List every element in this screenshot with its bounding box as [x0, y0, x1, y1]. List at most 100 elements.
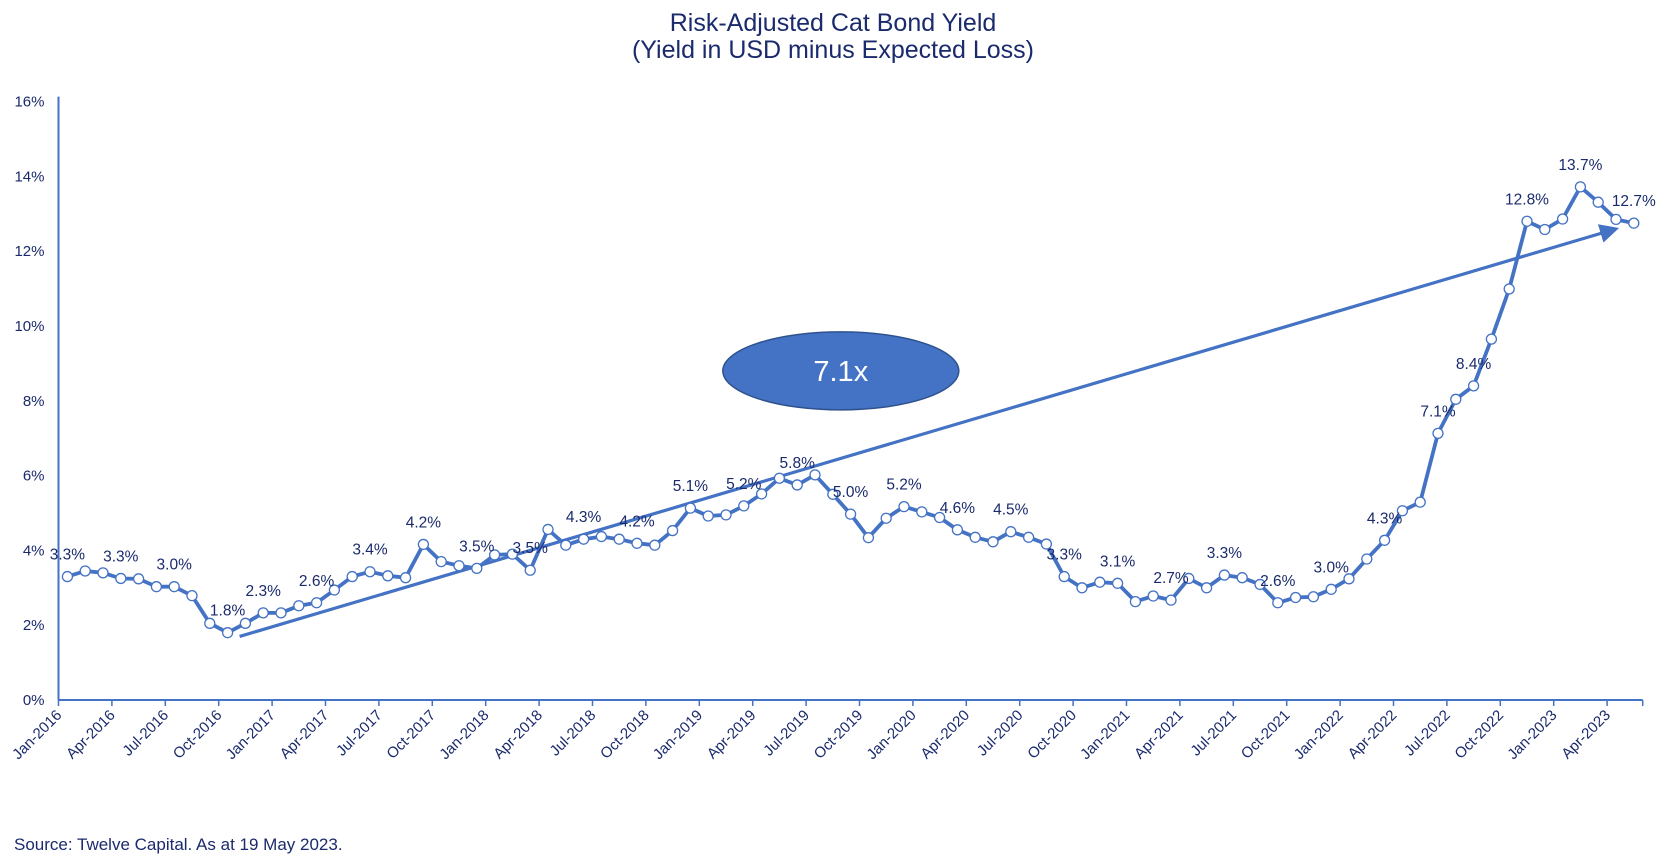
data-point	[827, 488, 839, 500]
data-point	[898, 500, 910, 513]
data-point	[542, 523, 554, 536]
data-label: 7.1%	[1420, 403, 1456, 420]
data-point	[969, 531, 981, 543]
data-point	[880, 512, 892, 524]
data-point	[471, 562, 483, 575]
data-label: 4.2%	[619, 513, 655, 530]
data-point	[168, 581, 180, 593]
x-tick-label: Oct-2022	[1451, 707, 1507, 763]
y-tick-label: 0%	[23, 692, 45, 709]
data-label: 2.7%	[1153, 570, 1189, 587]
y-tick-label: 4%	[23, 542, 45, 559]
x-tick-label: Jan-2018	[436, 707, 492, 763]
source-note: Source: Twelve Capital. As at 19 May 202…	[14, 835, 343, 854]
x-tick-label: Oct-2017	[383, 707, 439, 763]
data-point	[275, 607, 287, 619]
data-point	[1503, 283, 1515, 295]
series-line	[61, 181, 1640, 639]
data-point	[1450, 393, 1462, 405]
data-label: 3.3%	[103, 548, 139, 565]
data-label: 2.3%	[246, 583, 282, 600]
data-point	[577, 533, 590, 545]
data-label: 5.2%	[726, 476, 762, 493]
data-point	[649, 539, 661, 551]
data-label: 3.0%	[157, 557, 193, 574]
x-tick-label: Jul-2022	[1401, 707, 1454, 760]
data-label: 12.7%	[1612, 193, 1656, 210]
data-point	[720, 509, 732, 521]
data-point	[1129, 595, 1142, 608]
data-point	[1432, 427, 1444, 439]
data-point	[1005, 526, 1017, 538]
data-point	[1396, 505, 1409, 517]
data-point	[702, 510, 714, 522]
y-tick-label: 2%	[23, 617, 45, 634]
x-tick-label: Apr-2018	[490, 707, 546, 763]
data-point	[1058, 570, 1070, 583]
data-point	[1111, 577, 1124, 589]
x-tick-label: Jan-2023	[1504, 707, 1560, 763]
y-tick-label: 6%	[23, 468, 45, 485]
data-point	[1485, 333, 1498, 345]
data-point	[204, 617, 216, 629]
x-tick-label: Apr-2023	[1558, 707, 1614, 763]
x-tick-label: Jul-2020	[974, 707, 1027, 760]
x-tick-label: Jul-2018	[547, 707, 600, 760]
data-point	[844, 508, 857, 520]
data-point	[488, 549, 501, 561]
data-point	[631, 537, 643, 549]
data-label: 3.3%	[1047, 547, 1083, 564]
x-tick-label: Jan-2022	[1291, 707, 1347, 763]
x-tick-label: Oct-2018	[597, 707, 653, 763]
x-tick-label: Oct-2021	[1238, 707, 1294, 763]
data-point	[1094, 576, 1106, 588]
data-label: 3.1%	[1100, 553, 1136, 570]
data-point	[862, 532, 875, 544]
data-label: 3.5%	[459, 538, 495, 555]
chart-title: Risk-Adjusted Cat Bond Yield	[669, 9, 997, 37]
data-point	[524, 564, 536, 576]
data-point	[1218, 569, 1231, 581]
x-tick-label: Jul-2021	[1187, 707, 1240, 760]
data-label: 5.1%	[673, 478, 709, 495]
x-tick-label: Jan-2017	[223, 707, 279, 763]
data-point	[61, 570, 74, 583]
data-point	[1628, 217, 1640, 229]
data-point	[239, 617, 252, 629]
data-point	[773, 472, 786, 484]
data-point	[595, 530, 608, 543]
data-point	[1254, 578, 1266, 591]
data-label: 5.2%	[886, 477, 922, 494]
data-point	[435, 555, 447, 568]
x-tick-label: Jul-2016	[119, 707, 172, 760]
x-tick-label: Apr-2021	[1131, 707, 1187, 763]
data-label: 3.4%	[352, 542, 388, 559]
data-point	[1076, 582, 1088, 594]
data-point	[1022, 531, 1035, 543]
x-tick-label: Jan-2020	[863, 707, 919, 763]
data-label: 1.8%	[210, 603, 246, 620]
data-point	[506, 548, 519, 560]
data-label: 4.3%	[1367, 510, 1403, 527]
data-point	[1200, 582, 1213, 594]
data-label: 5.0%	[833, 484, 869, 501]
data-label: 8.4%	[1456, 356, 1492, 373]
data-point	[613, 533, 625, 545]
data-point	[1147, 590, 1159, 602]
x-tick-label: Oct-2020	[1024, 707, 1080, 763]
data-label: 2.6%	[1260, 573, 1296, 590]
data-point	[791, 479, 803, 491]
x-tick-label: Apr-2016	[63, 707, 119, 763]
data-point	[1325, 583, 1337, 595]
data-point	[221, 627, 234, 639]
data-label: 3.3%	[1207, 545, 1243, 562]
data-point	[1414, 496, 1426, 508]
data-point	[933, 511, 946, 524]
data-label: 5.8%	[780, 455, 816, 472]
data-point	[346, 570, 358, 583]
x-tick-label: Apr-2022	[1345, 707, 1401, 763]
data-point	[97, 567, 109, 579]
data-point	[79, 565, 91, 577]
